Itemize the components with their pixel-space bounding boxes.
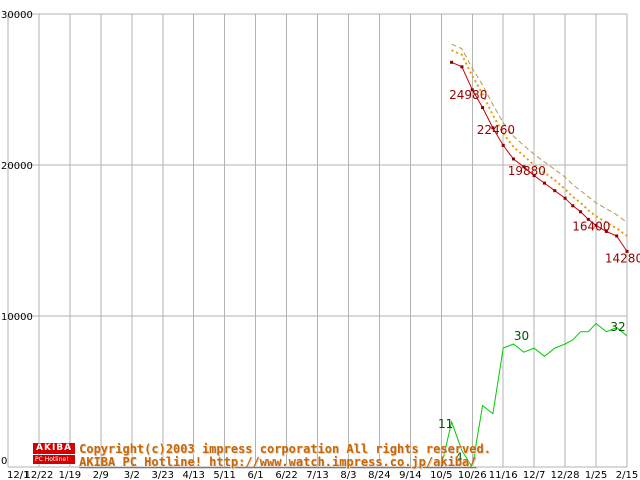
svg-text:1/19: 1/19 [59, 470, 81, 480]
svg-text:1/25: 1/25 [585, 470, 607, 480]
copyright-text: Copyright(c)2003 impress corporation All… [79, 442, 491, 456]
svg-text:19880: 19880 [508, 164, 546, 178]
svg-text:6/22: 6/22 [275, 470, 297, 480]
svg-text:3/2: 3/2 [124, 470, 140, 480]
svg-text:6/1: 6/1 [248, 470, 264, 480]
svg-text:0: 0 [1, 456, 7, 467]
svg-text:12/1: 12/1 [7, 470, 29, 480]
svg-text:22460: 22460 [477, 123, 515, 137]
svg-text:4: 4 [455, 451, 463, 465]
svg-text:16400: 16400 [572, 219, 610, 233]
svg-text:12/28: 12/28 [551, 470, 580, 480]
svg-text:8/3: 8/3 [340, 470, 356, 480]
svg-text:14280: 14280 [605, 251, 640, 265]
svg-text:7/13: 7/13 [306, 470, 328, 480]
svg-text:12/22: 12/22 [25, 470, 54, 480]
svg-text:2/15: 2/15 [616, 470, 638, 480]
svg-text:2/9: 2/9 [93, 470, 109, 480]
copyright-block: Copyright(c)2003 impress corporation All… [79, 443, 491, 469]
svg-text:24980: 24980 [449, 88, 487, 102]
svg-text:8/24: 8/24 [368, 470, 390, 480]
akiba-logo: AKIBA PC Hotline! [33, 443, 76, 464]
svg-text:9/14: 9/14 [399, 470, 421, 480]
svg-text:20000: 20000 [1, 161, 33, 172]
svg-text:10000: 10000 [1, 312, 33, 323]
svg-text:10/26: 10/26 [458, 470, 487, 480]
svg-text:30000: 30000 [1, 10, 33, 21]
akiba-logo-text: AKIBA [33, 443, 76, 454]
branding: AKIBA PC Hotline! Copyright(c)2003 impre… [33, 443, 491, 469]
svg-text:32: 32 [610, 320, 625, 334]
svg-text:11/16: 11/16 [489, 470, 518, 480]
akiba-logo-subtext: PC Hotline! [33, 455, 76, 464]
site-url-link[interactable]: AKIBA PC Hotline! http://www.watch.impre… [79, 455, 477, 469]
svg-text:30: 30 [514, 329, 529, 343]
svg-text:5/11: 5/11 [213, 470, 235, 480]
svg-text:3/23: 3/23 [152, 470, 174, 480]
svg-text:11: 11 [438, 417, 453, 431]
svg-text:4/13: 4/13 [182, 470, 204, 480]
svg-text:12/7: 12/7 [523, 470, 545, 480]
svg-text:10/5: 10/5 [430, 470, 452, 480]
